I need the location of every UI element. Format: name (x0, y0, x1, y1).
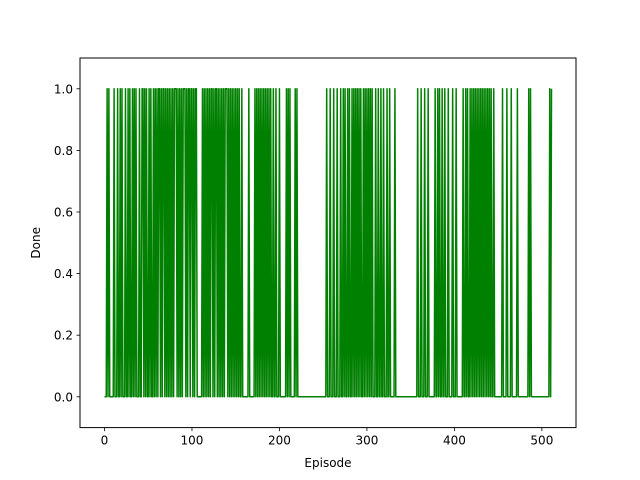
y-tick-label: 0.4 (54, 267, 73, 281)
x-tick-label: 300 (355, 434, 378, 448)
y-axis-label: Done (29, 227, 43, 259)
y-tick-label: 0.0 (54, 390, 73, 404)
x-tick-label: 500 (530, 434, 553, 448)
x-tick-label: 400 (443, 434, 466, 448)
y-tick-label: 1.0 (54, 82, 73, 96)
y-axis-ticks: 0.0 0.2 0.4 0.6 0.8 1.0 (54, 82, 80, 404)
x-axis-ticks: 0 100 200 300 400 500 (101, 427, 553, 448)
y-tick-label: 0.6 (54, 206, 73, 220)
x-tick-label: 200 (268, 434, 291, 448)
x-tick-label: 100 (181, 434, 204, 448)
axes-frame (79, 57, 577, 429)
series-layer (104, 88, 553, 398)
series-line-0 (104, 88, 553, 398)
y-tick-label: 0.8 (54, 144, 73, 158)
y-tick-label: 0.2 (54, 329, 73, 343)
x-tick-label: 0 (101, 434, 109, 448)
x-axis-label: Episode (304, 456, 351, 470)
